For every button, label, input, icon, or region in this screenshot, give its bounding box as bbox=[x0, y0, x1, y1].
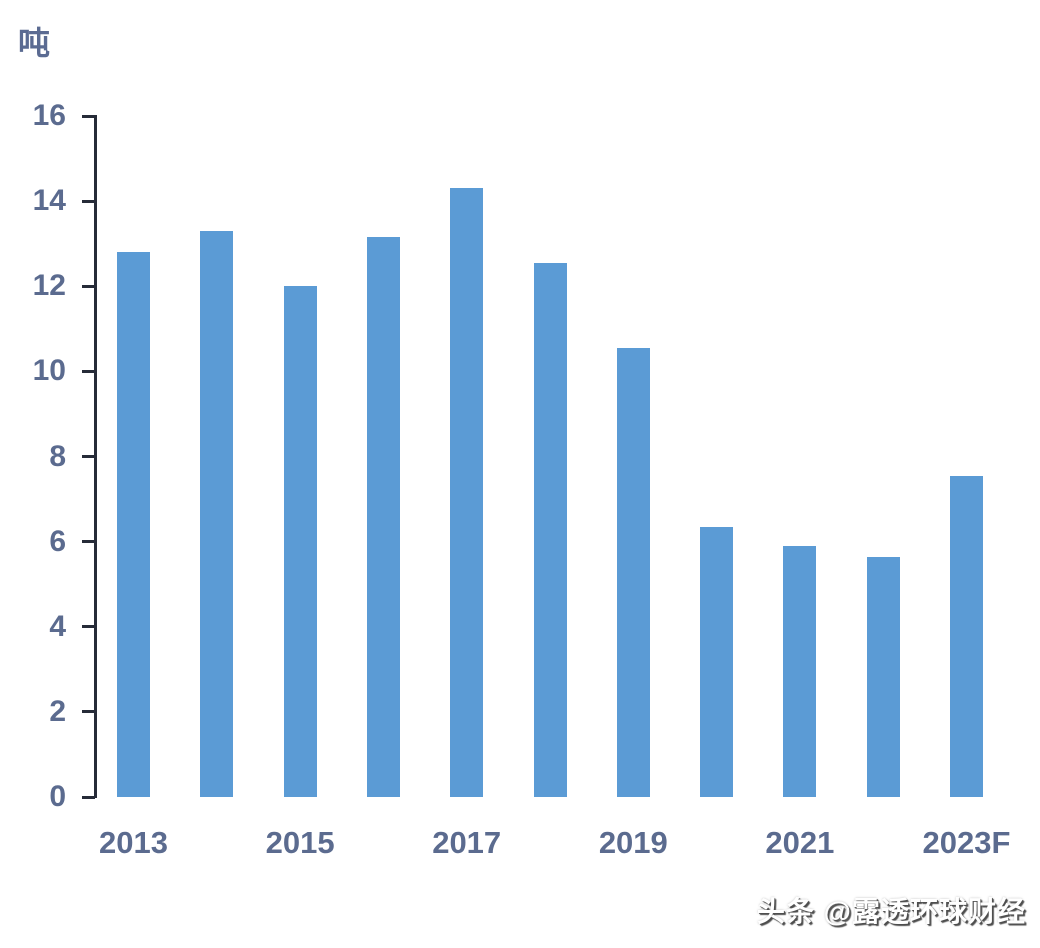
bar-2016 bbox=[366, 237, 400, 797]
bar-2022 bbox=[866, 556, 900, 797]
bar-2018 bbox=[533, 262, 567, 797]
x-tick-label-2023F: 2023F bbox=[922, 825, 1011, 860]
x-tick-label-2015: 2015 bbox=[265, 825, 335, 860]
bar-2015 bbox=[283, 286, 317, 797]
y-axis-line bbox=[94, 115, 97, 798]
bar-2017 bbox=[450, 188, 484, 797]
y-tick-label: 2 bbox=[49, 694, 66, 728]
y-tick-label: 4 bbox=[49, 609, 66, 643]
bar-2013 bbox=[117, 252, 150, 797]
bar-2019 bbox=[616, 347, 650, 797]
x-tick-label-2017: 2017 bbox=[432, 825, 502, 860]
y-tick-mark bbox=[82, 369, 95, 373]
y-tick-mark bbox=[82, 710, 95, 714]
x-tick-label-2021: 2021 bbox=[765, 825, 835, 860]
y-axis-unit-label: 吨 bbox=[18, 25, 51, 61]
y-tick-mark bbox=[82, 114, 95, 118]
y-tick-label: 0 bbox=[49, 780, 66, 813]
y-tick-label: 16 bbox=[32, 99, 66, 132]
y-tick-mark bbox=[82, 795, 95, 799]
watermark: 头条 @露透环球财经 bbox=[756, 896, 1026, 927]
x-tick-label-2013: 2013 bbox=[99, 825, 168, 860]
y-tick-mark bbox=[82, 540, 95, 544]
y-tick-label: 12 bbox=[32, 269, 66, 303]
y-tick-label: 14 bbox=[32, 184, 66, 218]
bar-2014 bbox=[200, 230, 234, 797]
bar-2020 bbox=[700, 526, 734, 797]
y-tick-label: 6 bbox=[49, 524, 66, 558]
y-tick-mark bbox=[82, 455, 95, 458]
bar-2021 bbox=[783, 545, 817, 797]
y-tick-mark bbox=[82, 625, 95, 629]
y-tick-mark bbox=[82, 284, 95, 288]
y-tick-label: 10 bbox=[32, 354, 66, 388]
y-tick-mark bbox=[82, 199, 95, 203]
bar-2023F bbox=[950, 475, 983, 797]
y-tick-label: 8 bbox=[49, 439, 66, 473]
x-tick-label-2019: 2019 bbox=[598, 825, 668, 860]
